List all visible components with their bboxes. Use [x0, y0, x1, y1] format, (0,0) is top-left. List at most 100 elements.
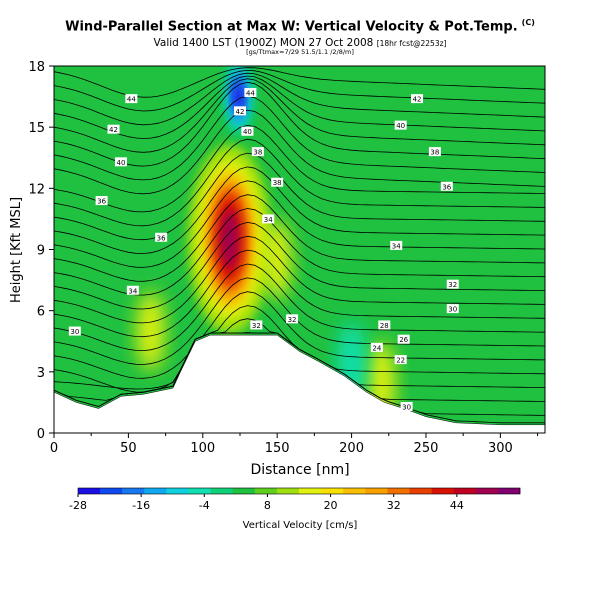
- colorbar-tick-0: -28: [69, 499, 87, 512]
- contour-label-22: 28: [378, 320, 391, 330]
- isentrope-20: [54, 81, 545, 167]
- contour-label-19: 34: [390, 240, 403, 250]
- colorbar-tick-2: -4: [199, 499, 210, 512]
- terrain-mask: [54, 334, 545, 433]
- contour-label-12: 32: [250, 320, 263, 330]
- contour-label-9: 34: [262, 214, 275, 224]
- contour-label-2: 44: [244, 88, 257, 98]
- colorbar: -28 -16 -4 8 20 32 44: [69, 487, 521, 512]
- colorbar-swatch-8: [254, 488, 278, 494]
- colorbar-swatch-1: [100, 488, 123, 494]
- colorbar-swatch-7: [232, 488, 256, 494]
- y-tick-label-12: 12: [28, 182, 45, 197]
- contour-label-26: 30: [400, 401, 413, 411]
- isentrope-24: [54, 69, 545, 112]
- contour-label-8: 36: [95, 196, 108, 206]
- velocity-feature-3: [136, 291, 165, 372]
- y-axis: 0 3 6 9 12 15 18: [28, 60, 54, 442]
- copyright-mark: (C): [521, 18, 535, 27]
- contour-label-17: 38: [428, 147, 441, 157]
- potential-temperature-contours: [54, 67, 545, 424]
- svg-text:42: 42: [236, 108, 245, 116]
- svg-text:34: 34: [128, 287, 137, 295]
- y-tick-label-18: 18: [28, 60, 45, 75]
- isentrope-17: [54, 124, 545, 213]
- colorbar-swatch-9: [276, 488, 300, 494]
- colorbar-swatch-18: [475, 488, 499, 494]
- contour-label-5: 38: [251, 147, 264, 157]
- x-tick-label-300: 300: [488, 441, 513, 456]
- svg-text:42: 42: [109, 126, 118, 134]
- x-tick-label-100: 100: [190, 441, 215, 456]
- page-title: Wind-Parallel Section at Max W: Vertical…: [65, 18, 535, 35]
- colorbar-label: Vertical Velocity [cm/s]: [243, 520, 358, 531]
- svg-text:44: 44: [127, 96, 136, 104]
- svg-text:30: 30: [448, 306, 457, 314]
- colorbar-swatch-4: [166, 488, 189, 494]
- x-tick-label-250: 250: [414, 441, 439, 456]
- isentrope-18: [54, 109, 545, 195]
- x-tick-label-200: 200: [339, 441, 364, 456]
- colorbar-swatch-11: [321, 488, 344, 494]
- svg-text:40: 40: [396, 122, 405, 130]
- x-axis-label: Distance [nm]: [250, 462, 349, 478]
- y-axis-label: Height [Kft MSL]: [9, 197, 24, 303]
- velocity-feature-2: [263, 219, 292, 300]
- colorbar-swatch-12: [343, 488, 366, 494]
- isentrope-4: [54, 305, 545, 393]
- svg-text:28: 28: [380, 322, 389, 330]
- y-tick-label-15: 15: [28, 121, 45, 136]
- isentrope-8: [54, 249, 545, 338]
- svg-text:32: 32: [448, 281, 457, 289]
- valid-time-subtitle: Valid 1400 LST (1900Z) MON 27 Oct 2008 […: [153, 37, 447, 49]
- colorbar-swatch-0: [78, 488, 101, 494]
- colorbar-swatch-10: [299, 488, 322, 494]
- isentrope-14: [54, 166, 545, 254]
- svg-text:30: 30: [70, 328, 79, 336]
- colorbar-tick-6: 44: [450, 499, 464, 512]
- isentrope-11: [54, 208, 545, 296]
- svg-text:24: 24: [372, 344, 381, 352]
- contour-labels: 44 42 44 40 42 38 40 38 36 34 36 34 32 32 30 42 40 38 36 34…: [68, 88, 459, 411]
- isentrope-7: [54, 263, 545, 352]
- colorbar-tick-1: -16: [132, 499, 150, 512]
- contour-label-18: 36: [440, 181, 453, 191]
- svg-text:32: 32: [252, 322, 261, 330]
- colorbar-swatch-13: [365, 488, 388, 494]
- contour-label-23: 26: [397, 334, 410, 344]
- contour-label-14: 30: [68, 326, 81, 336]
- svg-text:34: 34: [392, 242, 401, 250]
- colorbar-swatch-16: [431, 488, 454, 494]
- contour-label-24: 24: [370, 342, 383, 352]
- contour-label-11: 34: [126, 285, 139, 295]
- svg-text:32: 32: [288, 316, 297, 324]
- contour-label-15: 42: [411, 94, 424, 104]
- contour-label-21: 30: [446, 304, 459, 314]
- colorbar-swatch-2: [122, 488, 145, 494]
- x-tick-label-0: 0: [50, 441, 58, 456]
- svg-text:40: 40: [243, 128, 252, 136]
- x-tick-label-50: 50: [120, 441, 137, 456]
- contour-label-13: 32: [286, 314, 299, 324]
- svg-text:26: 26: [399, 336, 408, 344]
- plot-area: 44 42 44 40 42 38 40 38 36 34 36 34 32 32 30 42 40 38 36 34…: [54, 66, 545, 433]
- contour-label-1: 42: [233, 106, 246, 116]
- colorbar-tick-5: 32: [387, 499, 401, 512]
- y-tick-label-9: 9: [37, 244, 45, 259]
- colorbar-swatch-3: [144, 488, 167, 494]
- colorbar-swatch-5: [188, 488, 211, 494]
- svg-text:22: 22: [396, 357, 405, 365]
- isentrope-9: [54, 235, 545, 324]
- y-tick-label-3: 3: [37, 366, 45, 381]
- contour-label-6: 40: [114, 157, 127, 167]
- isentrope-16: [54, 138, 545, 227]
- svg-text:38: 38: [253, 149, 262, 157]
- svg-text:42: 42: [413, 96, 422, 104]
- colorbar-swatch-6: [210, 488, 233, 494]
- contour-label-7: 38: [271, 177, 284, 187]
- contour-label-3: 40: [241, 126, 254, 136]
- svg-text:40: 40: [116, 159, 125, 167]
- colorbar-swatch-14: [387, 488, 410, 494]
- velocity-feature-1-ring-3: [233, 82, 244, 111]
